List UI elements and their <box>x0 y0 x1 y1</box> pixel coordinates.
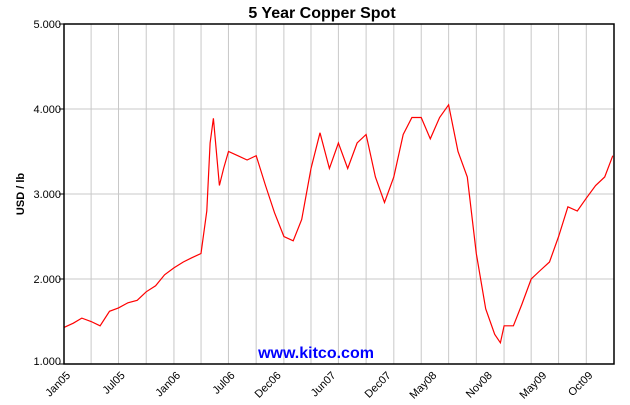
x-tick-label: Dec06 <box>253 370 284 400</box>
price-line <box>63 103 614 345</box>
y-axis: 1.000 2.000 3.000 4.000 5.000 <box>33 19 64 368</box>
series <box>63 103 614 345</box>
plot-frame <box>63 23 615 365</box>
watermark: www.kitco.com <box>257 345 374 362</box>
chart-title: 5 Year Copper Spot <box>248 5 396 22</box>
x-tick-label: Jul06 <box>210 370 237 397</box>
grid <box>64 24 614 364</box>
x-tick-label: Jan06 <box>153 370 183 400</box>
x-tick-label: May08 <box>408 370 440 400</box>
x-tick-label: May09 <box>517 370 549 400</box>
y-tick-label: 3.000 <box>33 189 61 201</box>
x-axis: Jan05 Jul05 Jan06 Jul06 Dec06 Jun07 Dec07 May08… <box>43 370 595 402</box>
y-axis-label: USD / lb <box>15 173 27 215</box>
y-tick-label: 4.000 <box>33 104 61 116</box>
x-tick-label: Jan05 <box>43 370 73 400</box>
x-tick-label: Nov08 <box>464 370 495 400</box>
x-tick-label: Jul05 <box>101 370 128 397</box>
y-tick-label: 5.000 <box>33 19 61 31</box>
x-tick-label: Oct09 <box>566 370 595 399</box>
x-tick-label: Dec07 <box>363 370 394 400</box>
y-tick-label: 2.000 <box>33 274 61 286</box>
y-tick-label: 1.000 <box>33 356 61 368</box>
x-tick-label: Jun07 <box>309 370 339 400</box>
